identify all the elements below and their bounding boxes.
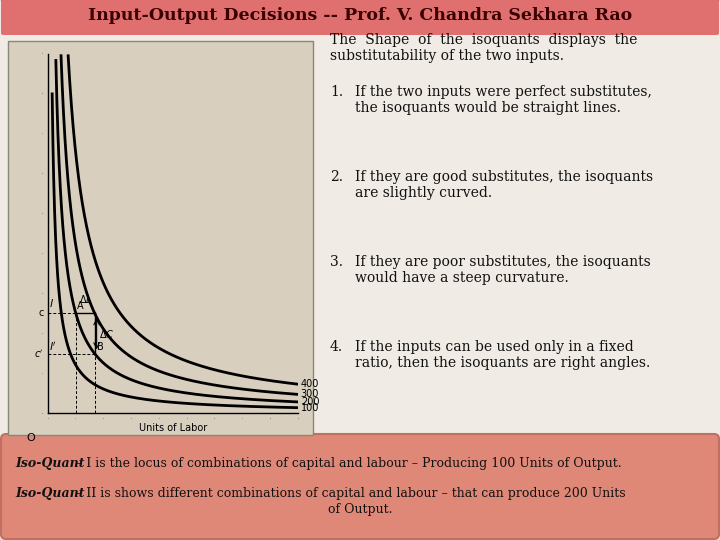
Text: – I is the locus of combinations of capital and labour – Producing 100 Units of : – I is the locus of combinations of capi…	[72, 457, 621, 470]
Text: If they are poor substitutes, the isoquants: If they are poor substitutes, the isoqua…	[355, 255, 651, 269]
Text: B: B	[96, 342, 104, 353]
Text: 4.: 4.	[330, 340, 343, 354]
Text: – II is shows different combinations of capital and labour – that can produce 20: – II is shows different combinations of …	[72, 487, 626, 500]
Text: The  Shape  of  the  isoquants  displays  the: The Shape of the isoquants displays the	[330, 33, 637, 47]
Text: If the inputs can be used only in a fixed: If the inputs can be used only in a fixe…	[355, 340, 634, 354]
FancyBboxPatch shape	[1, 0, 719, 35]
Text: the isoquants would be straight lines.: the isoquants would be straight lines.	[355, 101, 621, 115]
FancyBboxPatch shape	[1, 434, 719, 539]
Text: ratio, then the isoquants are right angles.: ratio, then the isoquants are right angl…	[355, 356, 650, 370]
FancyBboxPatch shape	[8, 41, 313, 435]
Text: 1.: 1.	[330, 85, 343, 99]
Text: $l'$: $l'$	[50, 340, 58, 353]
Text: $\Delta C$: $\Delta C$	[99, 328, 114, 340]
Text: If they are good substitutes, the isoquants: If they are good substitutes, the isoqua…	[355, 170, 653, 184]
Text: A: A	[77, 301, 84, 311]
Text: 300: 300	[301, 389, 319, 400]
Text: $l$: $l$	[50, 298, 55, 309]
Text: 200: 200	[301, 397, 319, 407]
Text: Iso-Quant: Iso-Quant	[15, 457, 84, 470]
Text: are slightly curved.: are slightly curved.	[355, 186, 492, 200]
Text: If the two inputs were perfect substitutes,: If the two inputs were perfect substitut…	[355, 85, 652, 99]
Text: 2.: 2.	[330, 170, 343, 184]
Text: 3.: 3.	[330, 255, 343, 269]
Text: would have a steep curvature.: would have a steep curvature.	[355, 271, 569, 285]
Text: Iso-Quant: Iso-Quant	[15, 487, 84, 500]
Text: 100: 100	[301, 403, 319, 413]
Text: $c'$: $c'$	[35, 348, 44, 360]
Text: O: O	[26, 433, 35, 443]
Text: 400: 400	[301, 379, 319, 389]
Text: $\Delta L$: $\Delta L$	[78, 293, 92, 305]
X-axis label: Units of Labor: Units of Labor	[139, 423, 207, 433]
Text: c: c	[38, 308, 44, 318]
Text: Input-Output Decisions -- Prof. V. Chandra Sekhara Rao: Input-Output Decisions -- Prof. V. Chand…	[88, 8, 632, 24]
Text: substitutability of the two inputs.: substitutability of the two inputs.	[330, 49, 564, 63]
Text: of Output.: of Output.	[328, 503, 392, 516]
